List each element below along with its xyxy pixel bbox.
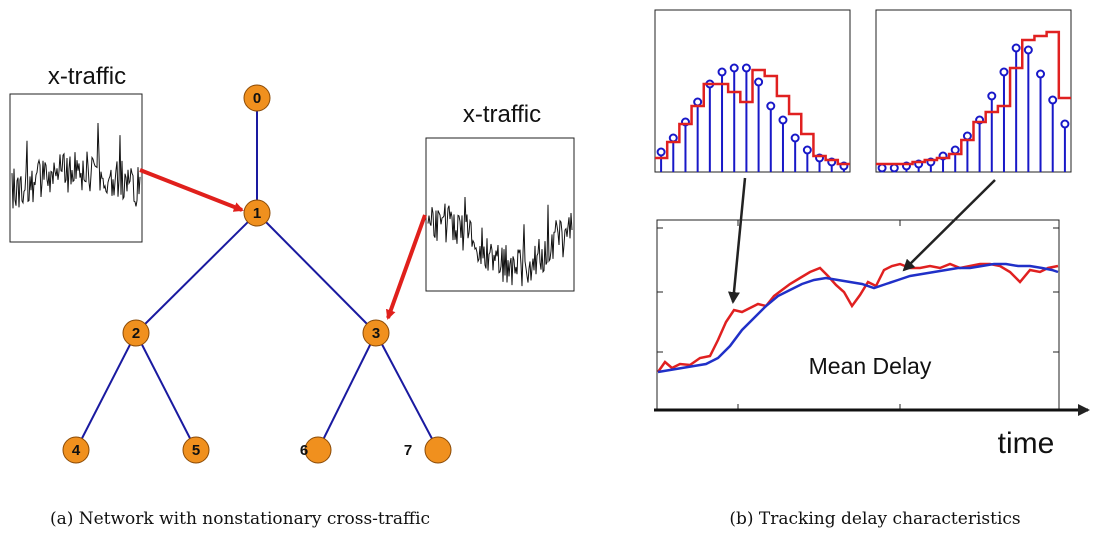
- tree-edge-1-3: [256, 212, 377, 334]
- stem-marker: [999, 67, 1009, 77]
- xtraffic-right-label: x-traffic: [463, 101, 541, 128]
- stem-marker: [778, 115, 788, 125]
- histogram-1-pointer: [727, 177, 747, 304]
- tree-node-label-4: 4: [72, 442, 81, 459]
- histogram-2-pointer: [902, 179, 996, 272]
- stem-marker: [1011, 43, 1021, 53]
- tree-node-label-3: 3: [372, 325, 380, 342]
- stem-marker: [962, 131, 972, 141]
- xtraffic-right-arrow: [385, 214, 427, 320]
- tree-edges: [75, 98, 439, 451]
- stem-marker: [950, 145, 960, 155]
- tree-node-7: [424, 436, 452, 464]
- delay-panel: Mean Delay time (b) Tracking delay chara…: [654, 9, 1090, 529]
- stem-marker: [693, 97, 703, 107]
- stem-marker: [656, 147, 666, 157]
- tree-node-6: [304, 436, 332, 464]
- network-panel: 0 1 2 3 4 5 6 7 x-traffic x-traffic (a) Network…: [9, 63, 575, 529]
- mean-delay-ticks: [657, 220, 1059, 410]
- stem-marker: [987, 91, 997, 101]
- xtraffic-right-signal: [427, 196, 573, 287]
- histogram-box-2: [875, 9, 1072, 173]
- histogram-estimate-2: [876, 30, 1071, 166]
- tree-nodes: 0 1 2 3 4 5 6 7: [62, 84, 452, 464]
- xtraffic-left-signal: [11, 122, 141, 209]
- tree-node-label-2: 2: [132, 325, 140, 342]
- tree-node-0: [243, 84, 271, 112]
- tree-edge-2-4: [75, 332, 137, 451]
- tree-edge-2-5: [135, 332, 197, 451]
- tree-node-2: [122, 319, 150, 347]
- stem-marker: [877, 163, 887, 173]
- stem-marker: [741, 63, 751, 73]
- tree-node-3: [362, 319, 390, 347]
- stem-marker: [717, 67, 727, 77]
- mean-delay-tracked: [657, 262, 1059, 374]
- xtraffic-right-box: [425, 137, 575, 292]
- tree-node-label-7: 7: [404, 442, 412, 459]
- stem-marker: [1023, 45, 1033, 55]
- tree-edge-3-7: [375, 332, 439, 451]
- stem-marker: [668, 133, 678, 143]
- stem-marker: [790, 133, 800, 143]
- mean-delay-measured: [656, 262, 1059, 373]
- tree-edge-3-6: [317, 332, 377, 451]
- stem-marker: [1036, 69, 1046, 79]
- tree-node-label-1: 1: [253, 205, 261, 222]
- time-label: time: [998, 427, 1055, 460]
- stem-marker: [1048, 95, 1058, 105]
- stem-marker: [754, 77, 764, 87]
- caption-a: (a) Network with nonstationary cross-tra…: [50, 509, 430, 529]
- xtraffic-left-label: x-traffic: [48, 63, 126, 90]
- stem-marker: [889, 163, 899, 173]
- tree-node-label-0: 0: [253, 90, 261, 107]
- stem-marker: [729, 63, 739, 73]
- caption-b: (b) Tracking delay characteristics: [729, 509, 1020, 529]
- stem-marker: [802, 145, 812, 155]
- tree-node-4: [62, 436, 90, 464]
- tree-node-1: [243, 199, 271, 227]
- stem-marker: [766, 101, 776, 111]
- mean-delay-label: Mean Delay: [809, 353, 932, 379]
- tree-node-label-6: 6: [300, 442, 308, 459]
- stem-marker: [1060, 119, 1070, 129]
- histogram-estimate-1: [655, 68, 850, 166]
- tree-node-label-5: 5: [192, 442, 200, 459]
- tree-node-5: [182, 436, 210, 464]
- xtraffic-left-arrow: [139, 168, 244, 212]
- mean-delay-box: [656, 219, 1060, 411]
- tree-edge-1-2: [135, 212, 258, 334]
